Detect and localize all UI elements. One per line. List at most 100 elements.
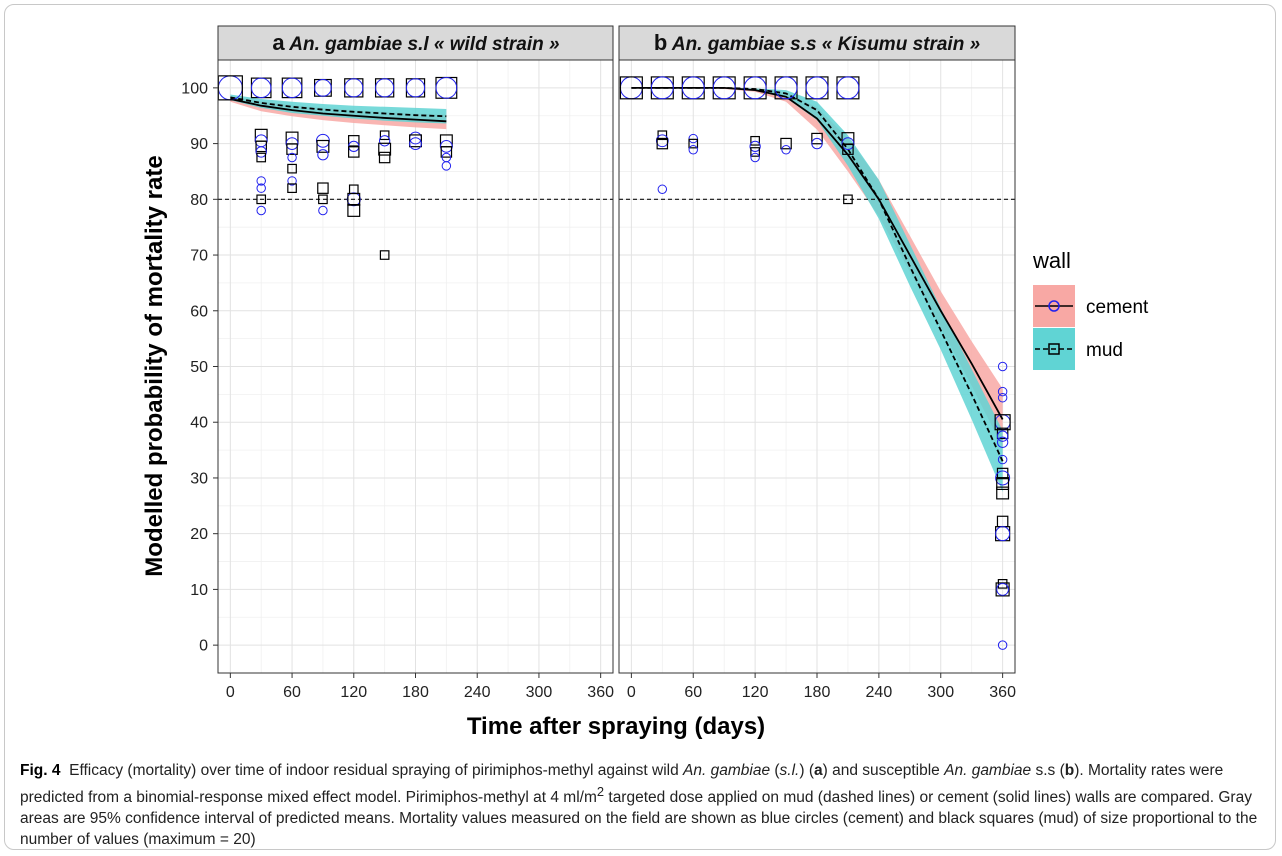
y-tick-label: 70 [190, 248, 208, 265]
observation-point-cement [996, 430, 1009, 442]
x-tick-label: 300 [526, 684, 553, 701]
chart: a An. gambiae s.l « wild strain » 0 60 120… [141, 25, 1149, 740]
observation-point-cement [996, 436, 1009, 448]
observation-point-cement [285, 137, 299, 150]
observation-point-mud [997, 579, 1008, 589]
legend: wall cement mud [1032, 248, 1149, 370]
y-tick-label: 30 [190, 470, 208, 487]
observation-point-cement [250, 77, 272, 99]
observation-point-mud [843, 194, 853, 205]
observation-point-cement [650, 76, 674, 100]
panel-b-observations [619, 76, 1011, 650]
confidence-band-mud [230, 94, 447, 124]
observation-point-cement [281, 77, 303, 99]
observation-point-mud [996, 427, 1009, 440]
caption-segment: s.l. [779, 762, 800, 779]
observation-point-mud [256, 152, 267, 163]
observation-point-cement [811, 137, 823, 150]
observation-point-mud [318, 194, 328, 205]
observation-point-cement [657, 184, 668, 195]
y-tick-label: 80 [190, 192, 208, 209]
caption-segment: An. gambiae [683, 762, 771, 779]
observation-point-cement [287, 176, 297, 186]
observation-point-cement [405, 78, 426, 98]
prediction-line-cement [230, 98, 447, 123]
caption-segment: ( [770, 762, 780, 779]
observation-point-cement [841, 137, 855, 150]
observation-point-cement [836, 76, 860, 100]
observation-point-cement [344, 78, 364, 98]
observation-point-cement [781, 144, 791, 155]
x-tick-label: 360 [587, 684, 614, 701]
y-tick-label: 40 [190, 415, 208, 432]
legend-title: wall [1032, 248, 1071, 273]
observation-point-mud [286, 143, 298, 155]
x-tick-label: 360 [989, 684, 1016, 701]
observation-point-mud [842, 143, 854, 155]
observation-point-cement [995, 470, 1011, 486]
observation-point-cement [750, 152, 760, 163]
observation-point-mud [688, 138, 699, 149]
panel-b-strip-label: b An. gambiae s.s « Kisumu strain » [654, 30, 980, 55]
observation-point-cement [805, 76, 829, 100]
y-tick-label: 50 [190, 359, 208, 376]
observation-point-cement [997, 386, 1008, 397]
panel-a-observations [217, 75, 458, 260]
panel-b-x-axis: 0 60 120 180 240 300 360 [627, 673, 1016, 701]
legend-label-cement: cement [1086, 297, 1149, 318]
observation-point-mud [996, 477, 1010, 491]
panel-a-grid [218, 60, 613, 673]
legend-marker-mud [1048, 343, 1060, 355]
caption-segment: ). Mortality rates were predicted from a… [20, 762, 1224, 807]
panel-b-strip [618, 25, 1016, 61]
panel-a-x-axis: 0 60 120 180 240 300 360 [226, 673, 614, 701]
observation-point-cement [997, 454, 1008, 465]
panel-b-prediction-lines [631, 86, 1004, 462]
legend-marker-cement [1048, 300, 1060, 312]
observation-point-cement [995, 526, 1011, 542]
caption-text: Efficacy (mortality) over time of indoor… [20, 762, 1257, 848]
x-tick-label: 300 [927, 684, 954, 701]
observation-point-mud [255, 140, 267, 153]
observation-point-cement [441, 161, 452, 171]
observation-point-mud [348, 146, 360, 158]
x-tick-label: 60 [684, 684, 702, 701]
x-tick-label: 180 [804, 684, 831, 701]
observation-point-cement [997, 392, 1008, 403]
observation-point-cement [409, 137, 422, 150]
observation-point-mud [348, 135, 360, 147]
legend-item-mud: mud [1033, 328, 1123, 370]
x-tick-label: 60 [283, 684, 301, 701]
y-axis: 0 10 20 30 40 50 60 70 80 90 100 [181, 80, 218, 655]
observation-point-cement [712, 76, 736, 100]
caption-segment: b [1064, 762, 1075, 779]
observation-point-mud [409, 134, 422, 148]
caption-segment: s.s ( [1031, 762, 1065, 779]
observation-point-cement [749, 140, 761, 153]
panel-b: b An. gambiae s.s « Kisumu strain » 0 60 1… [618, 25, 1016, 701]
observation-point-cement [256, 205, 266, 216]
observation-point-mud [750, 135, 760, 146]
observation-point-cement [997, 361, 1008, 372]
observation-point-mud [811, 132, 823, 145]
observation-point-cement [375, 78, 395, 98]
observation-point-mud [994, 414, 1011, 431]
y-tick-label: 0 [199, 638, 208, 655]
observation-point-mud [347, 192, 361, 206]
observation-point-cement [774, 76, 798, 100]
observation-point-cement [256, 176, 266, 186]
x-tick-label: 0 [226, 684, 235, 701]
observation-point-mud [780, 137, 792, 150]
observation-point-cement [997, 640, 1008, 650]
caption-segment: a [814, 762, 823, 779]
x-tick-label: 0 [627, 684, 636, 701]
observation-point-cement [439, 140, 453, 153]
x-axis-title: Time after spraying (days) [467, 713, 765, 740]
observation-point-mud [379, 250, 390, 260]
x-tick-label: 240 [866, 684, 893, 701]
panel-a-confidence-bands [230, 94, 447, 130]
observation-point-cement [688, 144, 698, 155]
observation-point-mud [287, 183, 297, 194]
caption-segment: ) ( [799, 762, 814, 779]
observation-point-mud [287, 163, 297, 174]
